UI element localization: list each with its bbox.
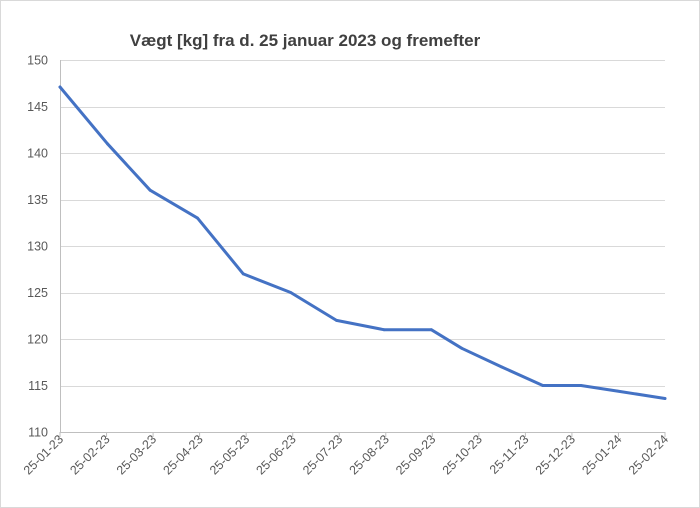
y-tick-label: 110 — [28, 426, 48, 440]
x-tick-label: 25-09-23 — [393, 432, 438, 477]
data-point — [382, 328, 386, 332]
x-tick-label: 25-08-23 — [347, 432, 392, 477]
x-tick-label: 25-06-23 — [254, 432, 299, 477]
chart-title: Vægt [kg] fra d. 25 januar 2023 og freme… — [130, 31, 481, 50]
x-tick-label: 25-01-24 — [579, 432, 624, 477]
gridlines — [60, 60, 665, 387]
x-tick-label: 25-12-23 — [533, 432, 578, 477]
data-point — [196, 216, 199, 220]
y-tick-label: 140 — [27, 147, 48, 161]
x-tick-label: 25-03-23 — [114, 432, 159, 477]
y-tick-label: 145 — [27, 100, 48, 114]
data-point — [241, 272, 245, 276]
y-tick-label: 120 — [27, 333, 48, 347]
series-line — [58, 85, 667, 400]
data-point — [541, 384, 545, 387]
x-tick-label: 25-02-23 — [67, 432, 112, 477]
data-point — [106, 142, 109, 146]
data-point — [616, 389, 619, 393]
axes — [59, 60, 666, 437]
data-point — [289, 291, 293, 294]
data-point — [579, 384, 583, 387]
x-tick-label: 25-02-24 — [626, 432, 671, 477]
y-tick-label: 125 — [27, 286, 48, 300]
plot-series — [58, 85, 667, 400]
x-tick-label: 25-10-23 — [440, 432, 485, 477]
data-point — [148, 188, 152, 192]
x-tick-label: 25-05-23 — [207, 432, 252, 477]
data-point — [500, 365, 503, 369]
data-point — [58, 85, 62, 89]
y-tick-label: 135 — [27, 193, 48, 207]
y-axis-tick-labels: 110 115 120 125 130 135 140 145 150 — [27, 54, 48, 440]
data-point — [335, 319, 338, 322]
data-point — [663, 397, 667, 400]
data-point — [460, 346, 464, 350]
x-axis-tick-labels: 25-01-23 25-02-23 25-03-23 25-04-23 25-05-23… — [21, 432, 671, 477]
y-tick-label: 130 — [27, 240, 48, 254]
y-tick-label: 150 — [27, 54, 48, 68]
x-tick-label: 25-11-23 — [487, 432, 532, 477]
y-tick-label: 115 — [28, 379, 48, 393]
data-point — [429, 328, 433, 332]
x-tick-label: 25-07-23 — [300, 432, 345, 477]
x-tick-label: 25-04-23 — [160, 432, 205, 477]
